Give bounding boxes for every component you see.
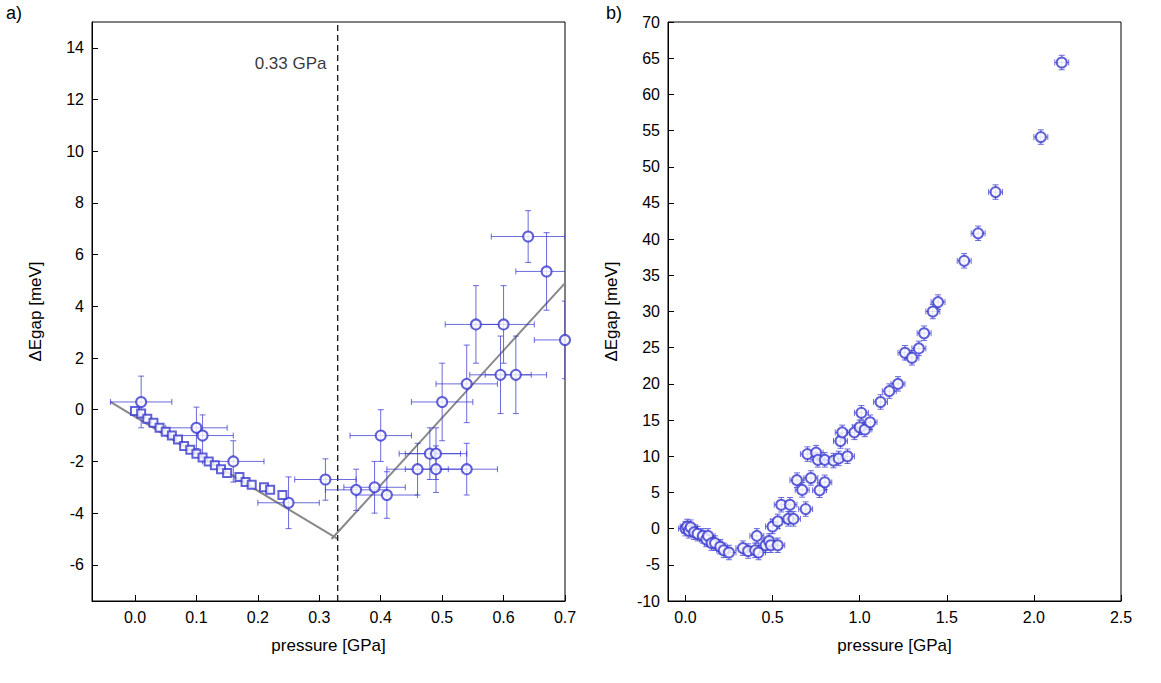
svg-text:0.7: 0.7	[554, 609, 576, 626]
svg-text:0: 0	[75, 401, 84, 418]
svg-text:45: 45	[642, 194, 660, 211]
svg-text:2: 2	[75, 350, 84, 367]
svg-text:20: 20	[642, 375, 660, 392]
svg-text:-6: -6	[70, 556, 84, 573]
svg-text:-5: -5	[646, 556, 660, 573]
svg-text:10: 10	[642, 448, 660, 465]
svg-text:0.0: 0.0	[124, 609, 146, 626]
svg-text:0.5: 0.5	[761, 609, 783, 626]
svg-text:5: 5	[651, 484, 660, 501]
svg-text:55: 55	[642, 122, 660, 139]
svg-text:0.33 GPa: 0.33 GPa	[255, 54, 327, 73]
svg-text:4: 4	[75, 298, 84, 315]
svg-text:0.4: 0.4	[370, 609, 392, 626]
svg-text:ΔEgap [meV]: ΔEgap [meV]	[26, 261, 45, 361]
svg-text:-10: -10	[637, 593, 660, 610]
svg-text:1.0: 1.0	[849, 609, 871, 626]
svg-text:2.5: 2.5	[1110, 609, 1132, 626]
svg-text:ΔEgap [meV]: ΔEgap [meV]	[602, 261, 621, 361]
svg-text:0.6: 0.6	[492, 609, 514, 626]
svg-text:1.5: 1.5	[936, 609, 958, 626]
svg-text:-2: -2	[70, 453, 84, 470]
svg-text:0.1: 0.1	[185, 609, 207, 626]
svg-text:25: 25	[642, 339, 660, 356]
svg-text:0.0: 0.0	[674, 609, 696, 626]
svg-text:8: 8	[75, 194, 84, 211]
svg-text:60: 60	[642, 86, 660, 103]
svg-text:15: 15	[642, 412, 660, 429]
svg-text:35: 35	[642, 267, 660, 284]
svg-text:0.5: 0.5	[431, 609, 453, 626]
svg-text:40: 40	[642, 231, 660, 248]
svg-text:14: 14	[66, 39, 84, 56]
svg-text:70: 70	[642, 14, 660, 31]
svg-text:a): a)	[6, 3, 22, 23]
svg-text:pressure [GPa]: pressure [GPa]	[271, 636, 385, 655]
svg-text:0.3: 0.3	[308, 609, 330, 626]
svg-text:12: 12	[66, 91, 84, 108]
svg-text:b): b)	[606, 3, 622, 23]
svg-text:2.0: 2.0	[1023, 609, 1045, 626]
svg-text:0: 0	[651, 520, 660, 537]
svg-text:-4: -4	[70, 505, 84, 522]
svg-text:10: 10	[66, 143, 84, 160]
svg-text:0.2: 0.2	[247, 609, 269, 626]
svg-text:65: 65	[642, 50, 660, 67]
svg-text:pressure [GPa]: pressure [GPa]	[837, 636, 951, 655]
svg-text:50: 50	[642, 158, 660, 175]
svg-text:30: 30	[642, 303, 660, 320]
svg-text:6: 6	[75, 246, 84, 263]
